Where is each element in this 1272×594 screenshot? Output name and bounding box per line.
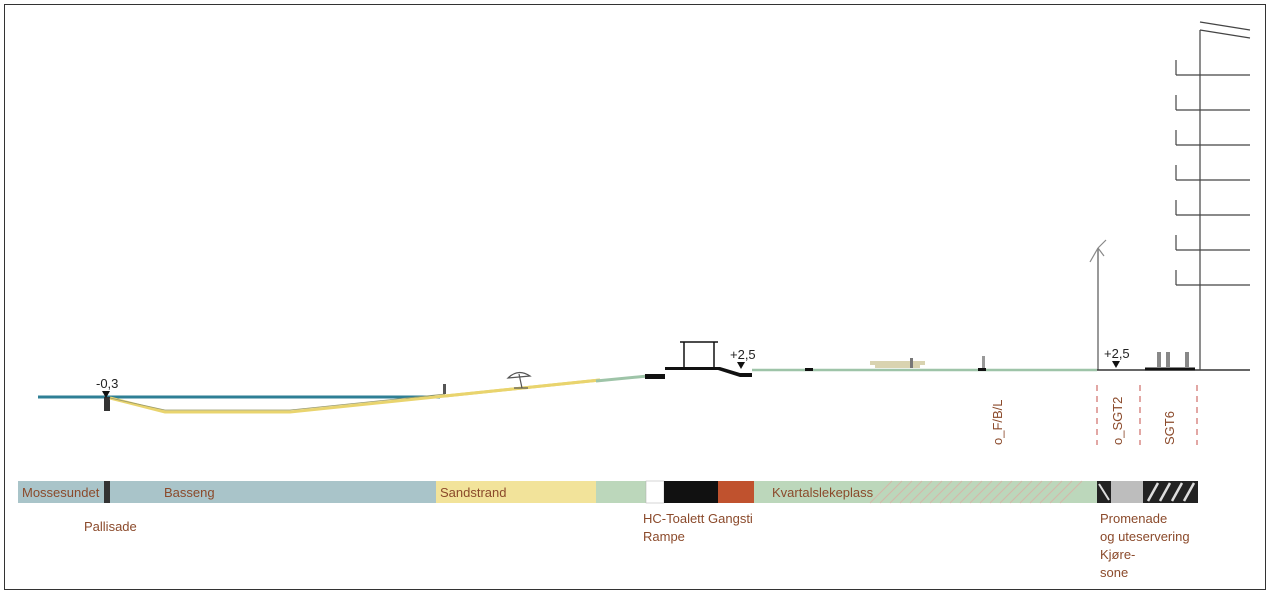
- building-facade: [1175, 21, 1251, 370]
- zone-promenade-grey: [1111, 481, 1143, 503]
- grass-slope: [595, 374, 649, 383]
- zone-label-kvartalslekeplass: Kvartalslekeplass: [772, 485, 874, 500]
- zone-pallisade-post: [104, 481, 110, 503]
- zone-grass-left: [596, 481, 646, 503]
- label-promenade: Promenade og uteservering Kjøre- sone: [1100, 511, 1190, 580]
- umbrella-icon: [506, 371, 532, 389]
- elevation-marker-promenade: [1112, 361, 1120, 368]
- zone-sand: [436, 481, 596, 503]
- label-hc-rampe: HC-Toalett Gangsti Rampe: [643, 511, 753, 544]
- zone-gangsti: [718, 481, 754, 503]
- person-figure: [443, 384, 446, 394]
- zoning-label-promenade: o_SGT2: [1110, 396, 1125, 445]
- zone-label-mossesundet: Mossesundet: [22, 485, 100, 500]
- pallisade-post: [104, 397, 110, 411]
- zone-toilet: [664, 481, 718, 503]
- zoning-label-park: o_F/B/L: [990, 399, 1005, 445]
- bench-figure: [870, 361, 925, 368]
- label-pallisade: Pallisade: [84, 519, 137, 534]
- canopy-frame: [680, 341, 718, 367]
- zone-water: [18, 481, 436, 503]
- zoning-label-street: SGT6: [1162, 411, 1177, 445]
- elevation-marker-left: [102, 391, 110, 398]
- elevation-label-left: -0,3: [96, 376, 119, 391]
- elevation-label-toilet: +2,5: [730, 347, 756, 362]
- zone-rampe: [645, 480, 665, 504]
- elevation-marker-toilet: [737, 362, 745, 369]
- people-figures: [1157, 352, 1189, 367]
- zone-label-basseng: Basseng: [164, 485, 215, 500]
- zone-label-sandstrand: Sandstrand: [440, 485, 507, 500]
- elevation-label-promenade: +2,5: [1104, 346, 1130, 361]
- zone-boundaries: [1096, 385, 1198, 445]
- playground-hatch: [869, 480, 1083, 504]
- zone-bar: [18, 480, 1198, 504]
- toilet-building: [645, 367, 752, 379]
- zone-playground: [754, 481, 1097, 503]
